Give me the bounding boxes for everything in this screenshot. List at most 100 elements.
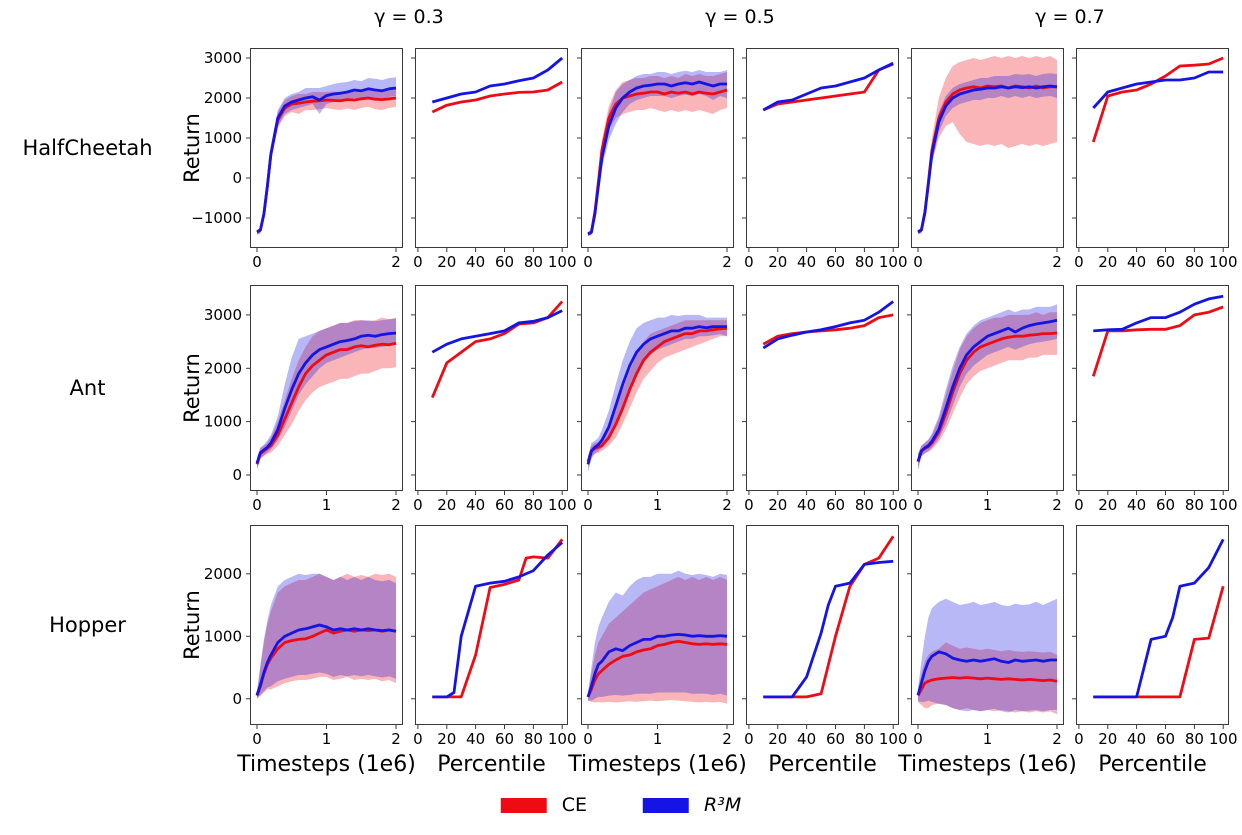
svg-text:20: 20 bbox=[768, 253, 787, 271]
plot-hopper-g07-percentile: 0 20 40 60 80 100 bbox=[1072, 525, 1238, 748]
plot-hopper-g05-percentile: 0 20 40 60 80 100 bbox=[742, 525, 908, 748]
svg-text:0: 0 bbox=[1074, 730, 1084, 748]
svg-text:1: 1 bbox=[322, 730, 332, 748]
svg-text:0: 0 bbox=[232, 466, 242, 484]
svg-text:80: 80 bbox=[855, 730, 874, 748]
plot-halfcheetah-g07-percentile: 0 20 40 60 80 100 bbox=[1072, 48, 1238, 271]
svg-text:20: 20 bbox=[768, 730, 787, 748]
svg-text:2: 2 bbox=[722, 496, 732, 514]
svg-text:20: 20 bbox=[437, 496, 456, 514]
plot-halfcheetah-g05-percentile: 0 20 40 60 80 100 bbox=[742, 48, 908, 271]
svg-text:1: 1 bbox=[983, 730, 993, 748]
svg-text:0: 0 bbox=[583, 730, 593, 748]
svg-text:100: 100 bbox=[548, 496, 577, 514]
y-axis-label-return-row2: Return bbox=[180, 353, 204, 423]
svg-text:80: 80 bbox=[855, 496, 874, 514]
plot-ant-g05-percentile: 0 20 40 60 80 100 bbox=[742, 285, 908, 514]
svg-text:2: 2 bbox=[391, 730, 401, 748]
x-axis-label-percentile-1: Percentile bbox=[437, 752, 546, 777]
svg-text:0: 0 bbox=[413, 253, 423, 271]
plot-hopper-g07-timesteps: 0 1 2 bbox=[907, 525, 1064, 748]
svg-text:100: 100 bbox=[548, 730, 577, 748]
row-label-ant: Ant bbox=[69, 376, 106, 400]
svg-text:1000: 1000 bbox=[204, 413, 242, 431]
col-title-gamma-05: γ = 0.5 bbox=[705, 6, 775, 28]
plot-halfcheetah-g03-timesteps: 0 2 −1000 0 1000 2000 3000 bbox=[191, 48, 403, 271]
svg-text:40: 40 bbox=[466, 253, 485, 271]
svg-text:40: 40 bbox=[1127, 496, 1146, 514]
x-axis-label-timesteps-3: Timesteps (1e6) bbox=[898, 752, 1077, 777]
plot-ant-g03-percentile: 0 20 40 60 80 100 bbox=[411, 285, 577, 514]
svg-text:40: 40 bbox=[466, 496, 485, 514]
row-label-halfcheetah: HalfCheetah bbox=[22, 136, 153, 160]
svg-text:2: 2 bbox=[1052, 730, 1062, 748]
svg-text:1000: 1000 bbox=[204, 627, 242, 645]
svg-text:20: 20 bbox=[437, 253, 456, 271]
svg-text:60: 60 bbox=[1156, 730, 1175, 748]
svg-text:20: 20 bbox=[1098, 253, 1117, 271]
svg-text:60: 60 bbox=[495, 496, 514, 514]
svg-text:2: 2 bbox=[391, 253, 401, 271]
svg-text:80: 80 bbox=[524, 496, 543, 514]
svg-text:0: 0 bbox=[1074, 253, 1084, 271]
svg-text:100: 100 bbox=[548, 253, 577, 271]
col-title-gamma-03: γ = 0.3 bbox=[374, 6, 444, 28]
svg-text:2000: 2000 bbox=[204, 565, 242, 583]
svg-text:2000: 2000 bbox=[204, 89, 242, 107]
svg-text:0: 0 bbox=[252, 496, 262, 514]
svg-text:100: 100 bbox=[1209, 496, 1238, 514]
y-axis-label-return-row3: Return bbox=[180, 590, 204, 660]
svg-text:0: 0 bbox=[232, 169, 242, 187]
svg-text:0: 0 bbox=[413, 496, 423, 514]
legend-label-ce: CE bbox=[561, 794, 588, 816]
svg-text:0: 0 bbox=[1074, 496, 1084, 514]
ce-color-swatch bbox=[500, 797, 547, 813]
y-axis-label-return-row1: Return bbox=[180, 113, 204, 183]
svg-text:2: 2 bbox=[1052, 496, 1062, 514]
svg-text:2: 2 bbox=[1052, 253, 1062, 271]
svg-text:80: 80 bbox=[1185, 730, 1204, 748]
svg-text:0: 0 bbox=[913, 496, 923, 514]
svg-text:0: 0 bbox=[913, 730, 923, 748]
svg-text:80: 80 bbox=[1185, 496, 1204, 514]
svg-text:2: 2 bbox=[391, 496, 401, 514]
svg-text:3000: 3000 bbox=[204, 49, 242, 67]
svg-text:2000: 2000 bbox=[204, 359, 242, 377]
svg-text:3000: 3000 bbox=[204, 306, 242, 324]
svg-text:100: 100 bbox=[1209, 253, 1238, 271]
svg-text:1: 1 bbox=[653, 730, 663, 748]
svg-text:100: 100 bbox=[879, 253, 908, 271]
svg-text:60: 60 bbox=[495, 253, 514, 271]
svg-text:100: 100 bbox=[879, 496, 908, 514]
plot-halfcheetah-g03-percentile: 0 20 40 60 80 100 bbox=[411, 48, 577, 271]
svg-text:0: 0 bbox=[744, 730, 754, 748]
plot-ant-g07-timesteps: 0 1 2 bbox=[907, 285, 1064, 514]
svg-text:0: 0 bbox=[252, 253, 262, 271]
svg-text:0: 0 bbox=[583, 253, 593, 271]
svg-text:0: 0 bbox=[913, 253, 923, 271]
svg-text:40: 40 bbox=[466, 730, 485, 748]
x-axis-label-timesteps-1: Timesteps (1e6) bbox=[237, 752, 416, 777]
svg-text:1: 1 bbox=[983, 496, 993, 514]
svg-text:60: 60 bbox=[1156, 253, 1175, 271]
svg-text:20: 20 bbox=[437, 730, 456, 748]
plot-ant-g03-timesteps: 0 1 2 0 1000 2000 3000 bbox=[204, 285, 403, 514]
svg-text:0: 0 bbox=[744, 253, 754, 271]
x-axis-label-percentile-2: Percentile bbox=[768, 752, 877, 777]
svg-text:20: 20 bbox=[768, 496, 787, 514]
plot-ant-g05-timesteps: 0 1 2 bbox=[577, 285, 734, 514]
svg-text:100: 100 bbox=[1209, 730, 1238, 748]
svg-text:40: 40 bbox=[797, 496, 816, 514]
r3m-color-swatch bbox=[643, 797, 690, 813]
x-axis-label-percentile-3: Percentile bbox=[1098, 752, 1207, 777]
svg-text:80: 80 bbox=[855, 253, 874, 271]
legend-label-r3m: R³M bbox=[704, 794, 742, 816]
svg-text:−1000: −1000 bbox=[191, 209, 242, 227]
svg-text:0: 0 bbox=[744, 496, 754, 514]
svg-text:0: 0 bbox=[583, 496, 593, 514]
svg-text:80: 80 bbox=[524, 730, 543, 748]
x-axis-label-timesteps-2: Timesteps (1e6) bbox=[568, 752, 747, 777]
svg-text:60: 60 bbox=[495, 730, 514, 748]
